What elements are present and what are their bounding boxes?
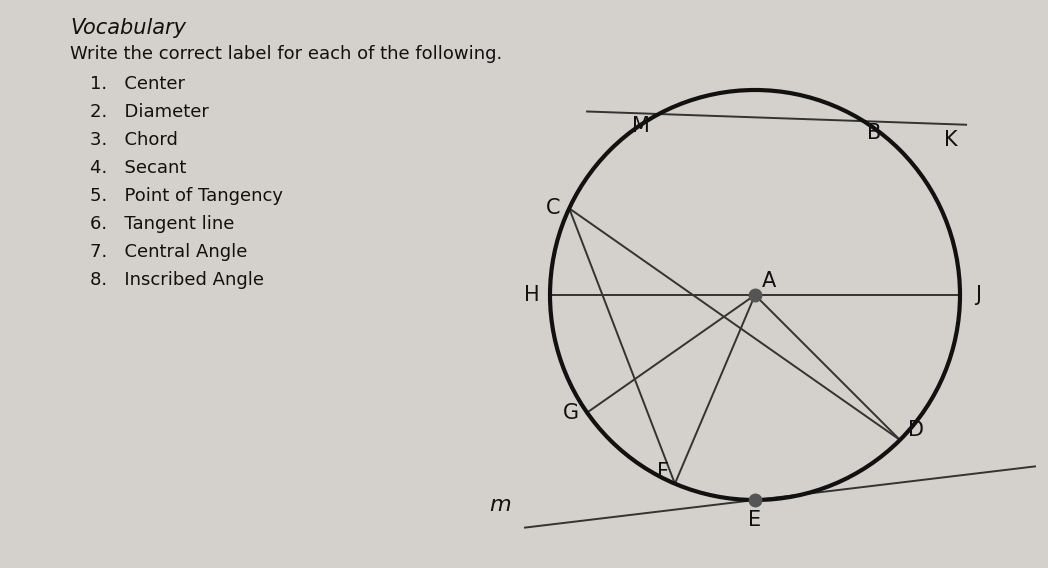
- Text: C: C: [546, 198, 561, 218]
- Text: 4.   Secant: 4. Secant: [90, 159, 187, 177]
- Text: D: D: [908, 420, 924, 440]
- Text: 6.   Tangent line: 6. Tangent line: [90, 215, 235, 233]
- Text: 2.   Diameter: 2. Diameter: [90, 103, 209, 121]
- Text: A: A: [762, 271, 777, 291]
- Text: 1.   Center: 1. Center: [90, 75, 185, 93]
- Text: 8.   Inscribed Angle: 8. Inscribed Angle: [90, 271, 264, 289]
- Text: K: K: [944, 130, 958, 150]
- Text: m: m: [489, 495, 510, 515]
- Text: J: J: [975, 285, 981, 305]
- Text: B: B: [867, 123, 880, 143]
- Text: G: G: [563, 403, 580, 423]
- Text: E: E: [748, 510, 762, 530]
- Text: Vocabulary: Vocabulary: [70, 18, 185, 38]
- Text: 7.   Central Angle: 7. Central Angle: [90, 243, 247, 261]
- Text: F: F: [657, 462, 669, 482]
- Text: Write the correct label for each of the following.: Write the correct label for each of the …: [70, 45, 502, 63]
- Text: M: M: [632, 116, 650, 136]
- Text: 5.   Point of Tangency: 5. Point of Tangency: [90, 187, 283, 205]
- Text: H: H: [524, 285, 540, 305]
- Text: 3.   Chord: 3. Chord: [90, 131, 178, 149]
